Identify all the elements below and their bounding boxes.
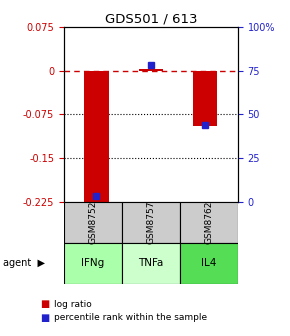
Text: GSM8757: GSM8757 [146,201,155,244]
Bar [180,243,238,284]
Text: IFNg: IFNg [81,258,104,268]
Text: IL4: IL4 [201,258,217,268]
Bar [84,71,109,202]
Title: GDS501 / 613: GDS501 / 613 [105,13,197,26]
Bar [193,71,218,126]
Text: ■: ■ [41,299,50,309]
Bar [180,202,238,243]
Text: log ratio: log ratio [54,300,91,308]
Bar [122,243,180,284]
Bar [64,243,122,284]
Text: ■: ■ [41,312,50,323]
Bar [139,70,163,71]
Bar [122,202,180,243]
Text: agent  ▶: agent ▶ [3,258,45,268]
Bar [64,202,122,243]
Text: percentile rank within the sample: percentile rank within the sample [54,313,207,322]
Text: GSM8752: GSM8752 [88,201,97,244]
Text: TNFa: TNFa [138,258,164,268]
Text: GSM8762: GSM8762 [204,201,213,244]
